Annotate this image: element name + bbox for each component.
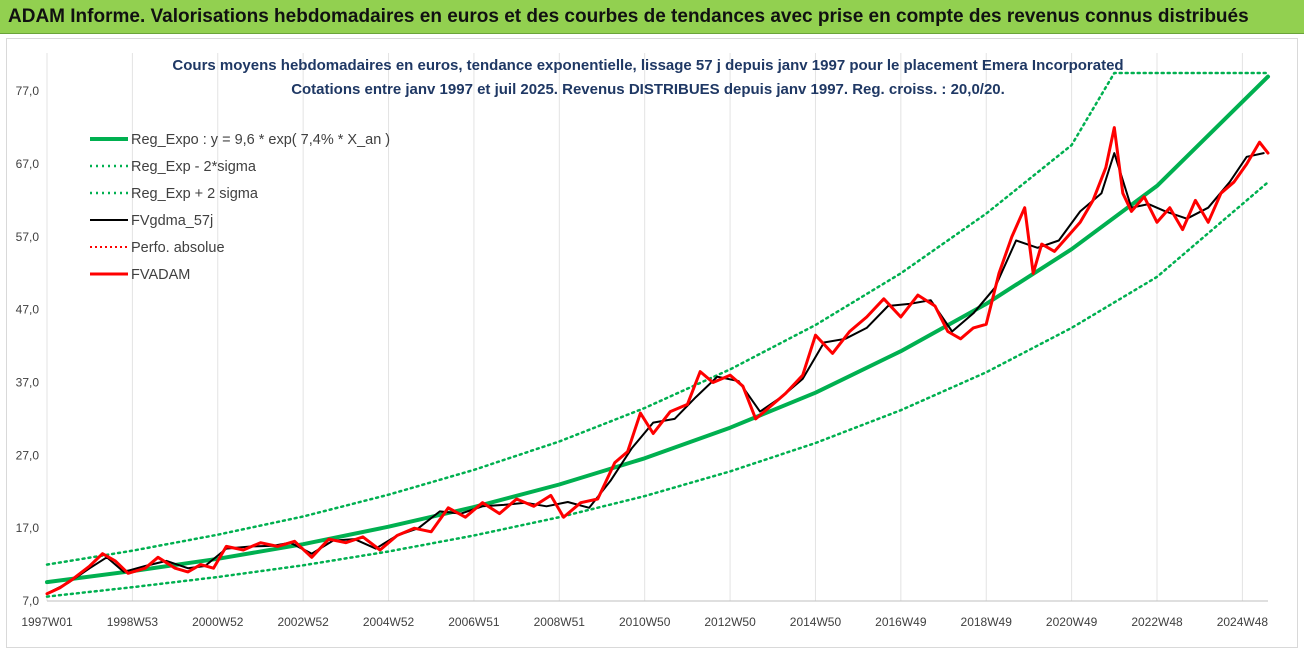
- grid-layer: [46, 53, 1243, 601]
- x-tick-label: 2016W49: [875, 615, 927, 629]
- x-tick-label: 2022W48: [1131, 615, 1183, 629]
- x-tick-label: 2000W52: [192, 615, 244, 629]
- x-tick-label: 2012W50: [704, 615, 756, 629]
- x-tick-label: 2004W52: [363, 615, 415, 629]
- legend-label: Reg_Exp + 2 sigma: [131, 186, 259, 202]
- y-tick-label: 7,0: [22, 594, 39, 608]
- x-tick-label: 2010W50: [619, 615, 671, 629]
- legend-label: Reg_Exp - 2*sigma: [131, 159, 257, 175]
- axis-layer: 1997W01 1998W53 2000W52 2002W52 2004W52 2006W…: [16, 84, 1269, 629]
- legend-label: Perfo. absolue: [131, 240, 225, 256]
- y-tick-label: 37,0: [16, 376, 40, 390]
- reg-exp-plus-2sigma-line: [45, 71, 1270, 566]
- y-tick-label: 67,0: [16, 157, 40, 171]
- series-layer: [45, 71, 1270, 598]
- fvadam-line: [45, 126, 1270, 596]
- legend-label: Reg_Expo : y = 9,6 * exp( 7,4% * X_an ): [131, 132, 390, 148]
- x-tick-label: 2014W50: [790, 615, 842, 629]
- y-tick-label: 77,0: [16, 84, 40, 98]
- y-tick-label: 17,0: [16, 521, 40, 535]
- chart-title-line1: Cours moyens hebdomadaires en euros, ten…: [172, 57, 1123, 74]
- chart-legend: Reg_Expo : y = 9,6 * exp( 7,4% * X_an ) R…: [90, 132, 390, 283]
- x-tick-label: 2020W49: [1046, 615, 1098, 629]
- x-tick-label: 1997W01: [21, 615, 73, 629]
- chart-frame: [6, 38, 1298, 648]
- reg-exp-minus-2sigma-line: [45, 180, 1270, 598]
- x-tick-label: 2024W48: [1217, 615, 1269, 629]
- legend-label: FVADAM: [131, 267, 190, 283]
- reg-expo-line: [45, 74, 1270, 585]
- y-tick-label: 27,0: [16, 448, 40, 462]
- x-tick-label: 2006W51: [448, 615, 500, 629]
- x-tick-label: 2008W51: [534, 615, 586, 629]
- page-banner-title: ADAM Informe. Valorisations hebdomadaire…: [0, 0, 1304, 34]
- legend-label: FVgdma_57j: [131, 213, 213, 229]
- y-tick-label: 47,0: [16, 303, 40, 317]
- x-tick-label: 1998W53: [107, 615, 159, 629]
- x-tick-label: 2018W49: [961, 615, 1013, 629]
- y-tick-label: 57,0: [16, 230, 40, 244]
- x-tick-label: 2002W52: [277, 615, 329, 629]
- chart-title-line2: Cotations entre janv 1997 et juil 2025. …: [291, 81, 1005, 98]
